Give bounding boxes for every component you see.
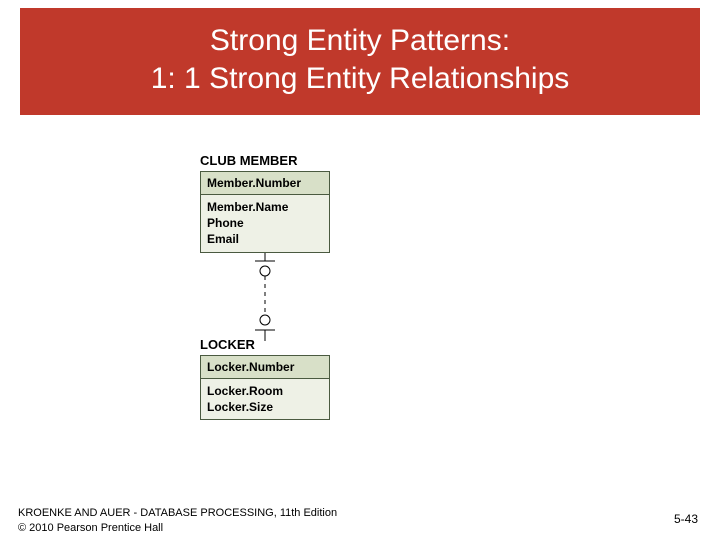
title-line-2: 1: 1 Strong Entity Relationships bbox=[30, 60, 690, 98]
entity-attrs-locker: Locker.Room Locker.Size bbox=[201, 379, 329, 419]
attr: Locker.Room bbox=[207, 383, 323, 399]
entity-label-club-member: CLUB MEMBER bbox=[200, 153, 420, 168]
title-line-1: Strong Entity Patterns: bbox=[30, 22, 690, 60]
attr: Email bbox=[207, 231, 323, 247]
footer-copyright: © 2010 Pearson Prentice Hall bbox=[18, 521, 337, 536]
attr: Locker.Size bbox=[207, 399, 323, 415]
attr: Member.Name bbox=[207, 199, 323, 215]
connector-svg bbox=[200, 253, 330, 343]
relationship-connector bbox=[200, 253, 330, 343]
page-number: 5-43 bbox=[674, 512, 698, 526]
slide-footer: KROENKE AND AUER - DATABASE PROCESSING, … bbox=[18, 506, 337, 536]
footer-book: KROENKE AND AUER - DATABASE PROCESSING, … bbox=[18, 506, 337, 521]
attr: Phone bbox=[207, 215, 323, 231]
entity-key-club-member: Member.Number bbox=[201, 172, 329, 195]
entity-box-club-member: Member.Number Member.Name Phone Email bbox=[200, 171, 330, 253]
er-diagram: CLUB MEMBER Member.Number Member.Name Ph… bbox=[200, 153, 420, 420]
entity-box-locker: Locker.Number Locker.Room Locker.Size bbox=[200, 355, 330, 420]
entity-attrs-club-member: Member.Name Phone Email bbox=[201, 195, 329, 252]
slide-title: Strong Entity Patterns: 1: 1 Strong Enti… bbox=[20, 8, 700, 115]
entity-key-locker: Locker.Number bbox=[201, 356, 329, 379]
